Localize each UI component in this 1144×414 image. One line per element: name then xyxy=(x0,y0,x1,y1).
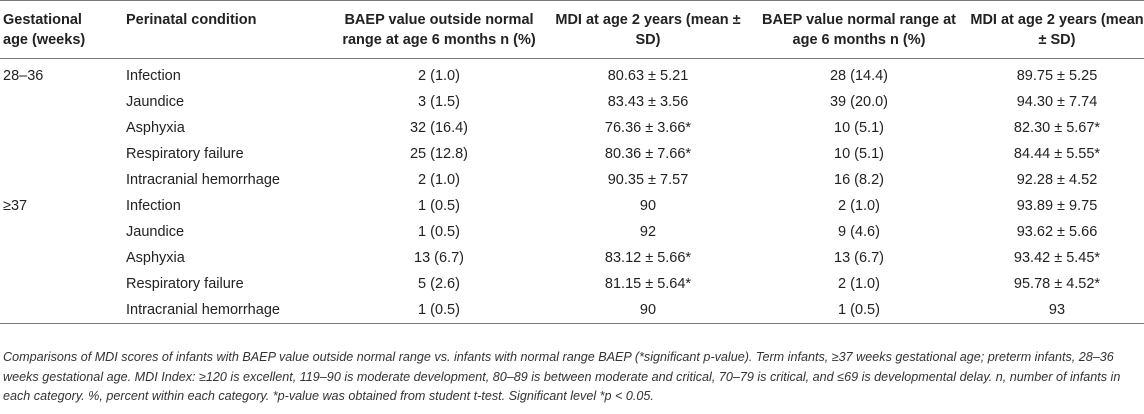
table-row: Intracranial hemorrhage 1 (0.5) 90 1 (0.5) 9… xyxy=(0,297,1144,324)
cell-mdi-outside: 92 xyxy=(639,224,657,240)
table-row: Respiratory failure 5 (2.6) 81.15 ± 5.64* 2… xyxy=(0,271,1144,297)
cell-baep-outside: 5 (2.6) xyxy=(418,276,460,292)
cell-baep-normal: 16 (8.2) xyxy=(834,172,884,188)
cell-perinatal-condition: Asphyxia xyxy=(126,120,185,136)
cell-gestational-age xyxy=(0,115,110,141)
cell-mdi-normal: 84.44 ± 5.55* xyxy=(1013,146,1101,162)
header-gestational-age: Gestational age (weeks) xyxy=(3,12,86,48)
cell-baep-normal: 2 (1.0) xyxy=(838,276,880,292)
cell-perinatal-condition: Infection xyxy=(126,198,181,214)
cell-baep-outside: 13 (6.7) xyxy=(414,250,464,266)
table-row: Jaundice 1 (0.5) 92 9 (4.6) 93.62 ± 5.66 xyxy=(0,219,1144,245)
cell-perinatal-condition: Respiratory failure xyxy=(126,276,244,292)
cell-baep-normal: 10 (5.1) xyxy=(834,120,884,136)
cell-mdi-outside: 90 xyxy=(639,302,657,318)
cell-baep-outside: 2 (1.0) xyxy=(418,172,460,188)
cell-mdi-normal: 93.62 ± 5.66 xyxy=(1016,224,1098,240)
cell-gestational-age xyxy=(0,167,110,193)
table-row: Respiratory failure 25 (12.8) 80.36 ± 7.66… xyxy=(0,141,1144,167)
table-row: Jaundice 3 (1.5) 83.43 ± 3.56 39 (20.0) 94.3… xyxy=(0,89,1144,115)
cell-mdi-normal: 93.42 ± 5.45* xyxy=(1013,250,1101,266)
cell-baep-outside: 1 (0.5) xyxy=(418,302,460,318)
cell-mdi-normal: 93 xyxy=(1048,302,1066,318)
table-footnote: Comparisons of MDI scores of infants wit… xyxy=(3,350,1121,403)
cell-mdi-outside: 83.12 ± 5.66* xyxy=(604,250,692,266)
table-row: Asphyxia 32 (16.4) 76.36 ± 3.66* 10 (5.1) 82… xyxy=(0,115,1144,141)
table-row: 28–36 Infection 2 (1.0) 80.63 ± 5.21 28 (14.… xyxy=(0,59,1144,90)
cell-perinatal-condition: Respiratory failure xyxy=(126,146,244,162)
cell-perinatal-condition: Jaundice xyxy=(126,224,185,240)
cell-perinatal-condition: Jaundice xyxy=(126,94,185,110)
cell-perinatal-condition: Intracranial hemorrhage xyxy=(126,172,280,188)
cell-baep-normal: 28 (14.4) xyxy=(829,68,889,84)
cell-mdi-outside: 76.36 ± 3.66* xyxy=(604,120,692,136)
cell-gestational-age xyxy=(0,245,110,271)
cell-baep-normal: 1 (0.5) xyxy=(838,302,880,318)
header-mdi-normal: MDI at age 2 years (mean ± SD) xyxy=(970,12,1144,48)
table-container: Gestational age (weeks) Perinatal condit… xyxy=(0,0,1144,324)
header-baep-normal: BAEP value normal range at age 6 months … xyxy=(762,12,956,48)
cell-mdi-normal: 89.75 ± 5.25 xyxy=(1016,68,1098,84)
table-row: Intracranial hemorrhage 2 (1.0) 90.35 ± 7.… xyxy=(0,167,1144,193)
table-row: Asphyxia 13 (6.7) 83.12 ± 5.66* 13 (6.7) 93.… xyxy=(0,245,1144,271)
cell-perinatal-condition: Intracranial hemorrhage xyxy=(126,302,280,318)
cell-gestational-age xyxy=(0,141,110,167)
cell-baep-normal: 10 (5.1) xyxy=(834,146,884,162)
cell-mdi-normal: 93.89 ± 9.75 xyxy=(1016,198,1098,214)
cell-mdi-normal: 94.30 ± 7.74 xyxy=(1016,94,1098,110)
table-body: 28–36 Infection 2 (1.0) 80.63 ± 5.21 28 (14.… xyxy=(0,59,1144,324)
header-baep-outside: BAEP value outside normal range at age 6… xyxy=(342,12,536,48)
cell-gestational-age xyxy=(0,219,110,245)
cell-perinatal-condition: Asphyxia xyxy=(126,250,185,266)
header-mdi-outside: MDI at age 2 years (mean ± SD) xyxy=(555,12,741,48)
cell-baep-normal: 13 (6.7) xyxy=(834,250,884,266)
data-table: Gestational age (weeks) Perinatal condit… xyxy=(0,0,1144,324)
cell-baep-normal: 2 (1.0) xyxy=(838,198,880,214)
cell-mdi-outside: 90.35 ± 7.57 xyxy=(607,172,689,188)
cell-mdi-normal: 82.30 ± 5.67* xyxy=(1013,120,1101,136)
cell-baep-normal: 9 (4.6) xyxy=(838,224,880,240)
cell-mdi-outside: 90 xyxy=(639,198,657,214)
cell-baep-outside: 3 (1.5) xyxy=(418,94,460,110)
cell-baep-outside: 2 (1.0) xyxy=(418,68,460,84)
cell-baep-outside: 1 (0.5) xyxy=(418,198,460,214)
cell-baep-outside: 25 (12.8) xyxy=(409,146,469,162)
cell-mdi-outside: 81.15 ± 5.64* xyxy=(604,276,692,292)
table-header-row: Gestational age (weeks) Perinatal condit… xyxy=(0,0,1144,59)
cell-mdi-normal: 95.78 ± 4.52* xyxy=(1013,276,1101,292)
cell-mdi-normal: 92.28 ± 4.52 xyxy=(1016,172,1098,188)
cell-gestational-age: 28–36 xyxy=(3,68,44,84)
cell-mdi-outside: 80.36 ± 7.66* xyxy=(604,146,692,162)
cell-mdi-outside: 83.43 ± 3.56 xyxy=(607,94,689,110)
cell-gestational-age xyxy=(0,297,110,324)
cell-baep-outside: 32 (16.4) xyxy=(409,120,469,136)
cell-mdi-outside: 80.63 ± 5.21 xyxy=(607,68,689,84)
cell-gestational-age xyxy=(0,271,110,297)
cell-gestational-age: ≥37 xyxy=(3,198,28,214)
header-perinatal-condition: Perinatal condition xyxy=(126,12,257,28)
cell-perinatal-condition: Infection xyxy=(126,68,181,84)
cell-gestational-age xyxy=(0,89,110,115)
cell-baep-normal: 39 (20.0) xyxy=(829,94,889,110)
table-row: ≥37 Infection 1 (0.5) 90 2 (1.0) 93.89 ± 9.75 xyxy=(0,193,1144,219)
cell-baep-outside: 1 (0.5) xyxy=(418,224,460,240)
